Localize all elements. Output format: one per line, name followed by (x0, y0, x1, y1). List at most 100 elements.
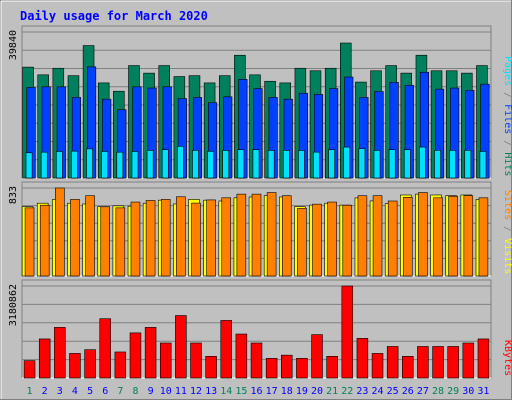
day-label-17: 17 (266, 386, 278, 397)
panel-visits-sites-max-label: 833 (8, 186, 19, 204)
bar-pages-day-2 (40, 151, 48, 179)
bar-pages-day-30 (464, 150, 472, 179)
bar-kbytes-day-9 (144, 327, 157, 379)
day-label-31: 31 (477, 386, 489, 397)
bar-pages-day-4 (71, 150, 78, 179)
bar-sites-day-8 (130, 201, 141, 277)
legend-entry: / (502, 86, 512, 104)
bar-pages-day-15 (237, 149, 245, 179)
bar-pages-day-29 (449, 150, 457, 179)
chart-title: Daily usage for March 2020 (20, 9, 208, 23)
day-label-21: 21 (326, 386, 338, 397)
bar-sites-day-10 (160, 199, 171, 277)
bar-kbytes-day-15 (235, 333, 248, 379)
bar-sites-day-9 (145, 200, 156, 277)
bar-pages-day-26 (403, 149, 411, 179)
bar-sites-day-27 (418, 192, 428, 277)
bar-kbytes-day-13 (205, 356, 217, 379)
bar-sites-day-14 (221, 197, 232, 277)
bar-kbytes-day-2 (38, 338, 51, 379)
legend-entry: KBytes (502, 340, 512, 376)
bar-sites-day-7 (115, 207, 126, 277)
day-label-20: 20 (311, 386, 323, 397)
panel-hits-files-pages-legend: Pages / Files / Hits (502, 56, 512, 176)
bar-kbytes-day-5 (84, 349, 96, 379)
day-label-19: 19 (296, 386, 308, 397)
bar-kbytes-day-14 (220, 320, 232, 379)
bar-pages-day-21 (328, 149, 336, 179)
bar-kbytes-day-20 (311, 334, 323, 379)
bar-sites-day-30 (463, 195, 474, 277)
bar-pages-day-22 (343, 146, 351, 179)
bar-pages-day-25 (388, 149, 396, 179)
bar-sites-day-1 (24, 207, 35, 277)
day-label-7: 7 (117, 386, 123, 397)
bar-pages-day-1 (25, 152, 33, 179)
bar-pages-day-20 (313, 151, 320, 179)
bar-pages-day-10 (161, 149, 169, 179)
bar-sites-day-22 (342, 204, 353, 277)
bar-pages-day-8 (131, 151, 139, 179)
legend-entry: Sites (502, 190, 512, 220)
day-label-4: 4 (72, 386, 78, 397)
bar-pages-day-5 (86, 148, 93, 179)
bar-pages-day-23 (358, 148, 366, 179)
legend-entry: / (502, 134, 512, 152)
bar-sites-day-24 (372, 195, 383, 277)
bar-sites-day-28 (433, 197, 443, 277)
bar-sites-day-11 (176, 196, 186, 277)
day-label-15: 15 (235, 386, 247, 397)
bar-pages-day-31 (479, 151, 487, 179)
day-label-22: 22 (341, 386, 353, 397)
bar-kbytes-day-19 (296, 358, 308, 379)
bar-kbytes-day-17 (265, 358, 278, 379)
bar-pages-day-16 (252, 149, 260, 179)
bar-kbytes-day-16 (250, 342, 263, 379)
bar-kbytes-day-12 (190, 342, 202, 379)
bar-pages-day-3 (55, 151, 63, 179)
legend-entry: Hits (502, 152, 512, 176)
legend-entry: Pages (502, 56, 512, 86)
bar-pages-day-24 (373, 150, 381, 179)
bar-sites-day-2 (39, 204, 50, 277)
bar-sites-day-3 (55, 187, 65, 277)
day-label-11: 11 (175, 386, 187, 397)
bar-sites-day-5 (85, 195, 95, 277)
bar-sites-day-29 (448, 195, 458, 277)
bar-kbytes-day-25 (386, 346, 399, 379)
bar-pages-day-6 (101, 151, 109, 179)
bar-kbytes-day-6 (99, 318, 111, 379)
bar-pages-day-19 (298, 150, 305, 179)
bar-sites-day-20 (312, 203, 322, 277)
bar-kbytes-day-22 (341, 285, 354, 379)
day-label-9: 9 (148, 386, 154, 397)
bar-sites-day-26 (403, 197, 413, 277)
bar-kbytes-day-30 (462, 342, 475, 379)
day-label-10: 10 (160, 386, 172, 397)
bar-sites-day-12 (191, 202, 201, 277)
bar-pages-day-9 (146, 150, 154, 179)
day-label-18: 18 (281, 386, 293, 397)
bar-sites-day-17 (266, 192, 277, 277)
bar-pages-day-11 (177, 146, 184, 179)
bar-sites-day-16 (251, 193, 262, 277)
bar-sites-day-23 (357, 195, 368, 277)
day-label-28: 28 (432, 386, 444, 397)
bar-sites-day-21 (327, 201, 337, 277)
bar-pages-day-17 (267, 150, 275, 179)
bar-pages-day-7 (116, 151, 124, 179)
day-label-1: 1 (27, 386, 33, 397)
panel-kbytes-legend: KBytes (502, 340, 512, 376)
day-label-3: 3 (57, 386, 63, 397)
day-label-30: 30 (462, 386, 474, 397)
bar-kbytes-day-31 (477, 338, 490, 379)
legend-entry: / (502, 220, 512, 238)
day-label-14: 14 (220, 386, 232, 397)
bar-sites-day-25 (387, 200, 398, 277)
day-label-12: 12 (190, 386, 202, 397)
day-label-23: 23 (356, 386, 368, 397)
bar-sites-day-6 (100, 206, 110, 277)
day-label-16: 16 (250, 386, 262, 397)
bar-pages-day-12 (192, 150, 199, 179)
